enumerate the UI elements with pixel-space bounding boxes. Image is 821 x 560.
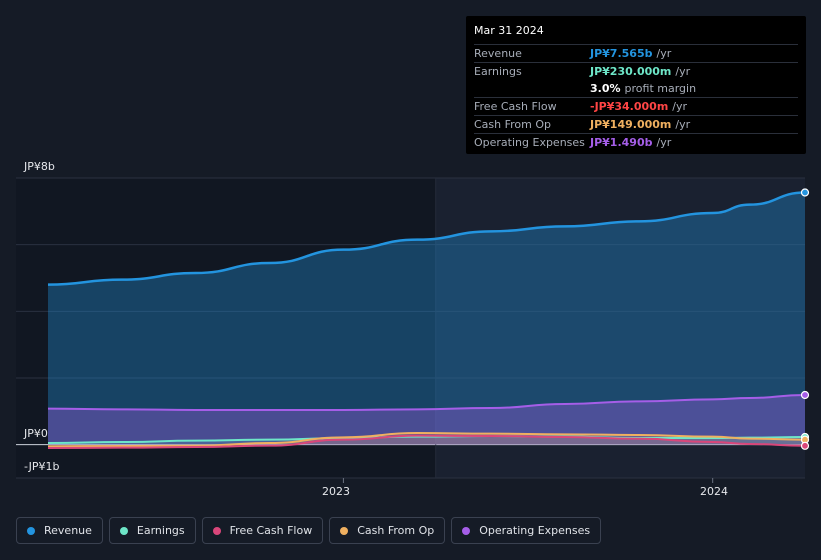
data-tooltip: Mar 31 2024 Revenue JP¥7.565b /yr Earnin… [466, 16, 806, 154]
line-operating-expenses [47, 394, 806, 411]
tooltip-row-earnings: Earnings JP¥230.000m /yr [474, 62, 798, 80]
tooltip-label: Earnings [474, 65, 522, 78]
tooltip-label: Operating Expenses [474, 136, 585, 149]
tooltip-value: JP¥149.000m [590, 118, 672, 131]
legend-label: Operating Expenses [479, 524, 591, 537]
legend-item-free-cash-flow[interactable]: Free Cash Flow [201, 517, 324, 544]
x-axis-label-2024: 2024 [700, 485, 728, 498]
legend-item-cash-from-op[interactable]: Cash From Op [329, 517, 446, 544]
area-revenue [48, 192, 805, 445]
legend-label: Earnings [136, 524, 185, 537]
legend-dot-icon [212, 526, 221, 535]
legend-label: Revenue [44, 524, 92, 537]
line-cash-from-op [47, 431, 806, 448]
legend-item-revenue[interactable]: Revenue [16, 517, 103, 544]
tooltip-row-revenue: Revenue JP¥7.565b /yr [474, 44, 798, 62]
tooltip-unit: profit margin [624, 82, 697, 95]
area-operating-expenses [48, 395, 805, 445]
legend-item-earnings[interactable]: Earnings [108, 517, 196, 544]
tooltip-value: JP¥1.490b [590, 136, 653, 149]
chart-legend: Revenue Earnings Free Cash Flow Cash Fro… [16, 517, 602, 544]
past-period-shade [16, 178, 436, 478]
tooltip-label: Free Cash Flow [474, 100, 557, 113]
tooltip-row-cash-from-op: Cash From Op JP¥149.000m /yr [474, 115, 798, 133]
legend-dot-icon [462, 526, 471, 535]
legend-label: Cash From Op [357, 524, 435, 537]
series-areas [48, 192, 805, 448]
legend-dot-icon [119, 526, 128, 535]
y-axis-zero-label: JP¥0 [24, 427, 48, 440]
x-axis-ticks [342, 478, 714, 483]
x-axis-label-2023: 2023 [322, 485, 350, 498]
tooltip-row-profit-margin: 3.0% profit margin [474, 80, 798, 97]
marker-free-cash-flow [800, 441, 810, 450]
tooltip-value: JP¥7.565b [590, 47, 653, 60]
tooltip-value: JP¥230.000m [590, 65, 672, 78]
marker-operating-expenses [800, 390, 810, 400]
tooltip-unit: /yr [656, 136, 672, 149]
tooltip-row-free-cash-flow: Free Cash Flow -JP¥34.000m /yr [474, 97, 798, 115]
recent-period-highlight [435, 178, 805, 478]
legend-dot-icon [27, 526, 35, 535]
series-end-markers [800, 188, 810, 450]
line-revenue [47, 191, 806, 286]
tooltip-unit: /yr [672, 100, 688, 113]
tooltip-unit: /yr [656, 47, 672, 60]
tooltip-label: Revenue [474, 47, 522, 60]
tooltip-value: 3.0% [590, 82, 621, 95]
series-lines [47, 191, 806, 449]
tooltip-date: Mar 31 2024 [474, 24, 544, 37]
tooltip-row-operating-expenses: Operating Expenses JP¥1.490b /yr [474, 133, 798, 151]
tooltip-unit: /yr [675, 118, 691, 131]
legend-label: Free Cash Flow [229, 524, 313, 537]
tooltip-unit: /yr [675, 65, 691, 78]
tooltip-value: -JP¥34.000m [590, 100, 669, 113]
legend-item-operating-expenses[interactable]: Operating Expenses [451, 517, 602, 544]
legend-dot-icon [340, 526, 349, 535]
area-cash-from-op [48, 433, 805, 447]
marker-revenue [800, 188, 810, 197]
tooltip-label: Cash From Op [474, 118, 552, 131]
y-axis-top-label: JP¥8b [24, 160, 55, 173]
y-axis-bottom-label: -JP¥1b [24, 460, 60, 473]
line-free-cash-flow [47, 434, 806, 449]
gridlines [16, 177, 805, 479]
